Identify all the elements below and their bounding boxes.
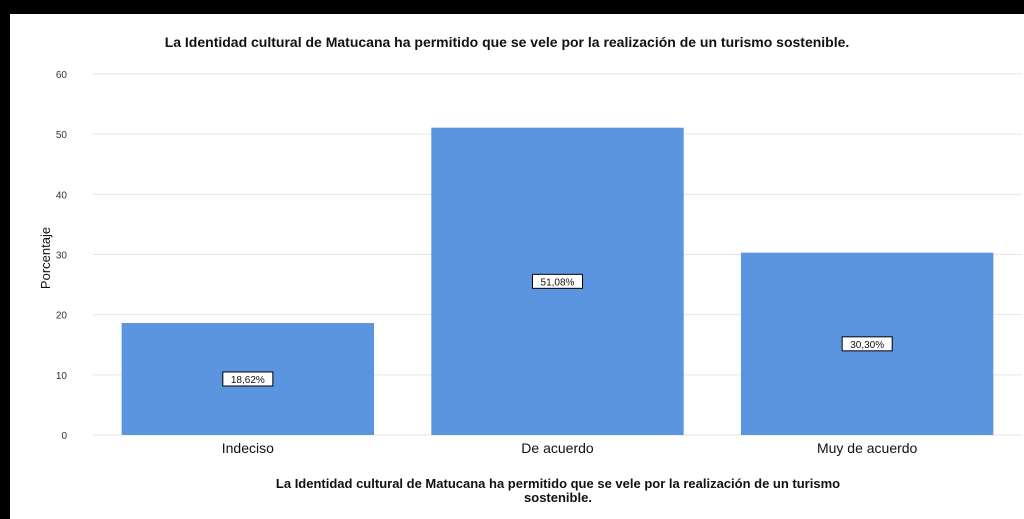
x-category-label-1: De acuerdo [521,440,594,456]
data-label-1: 51,08% [541,277,575,288]
data-label-box-0 [222,371,274,387]
bar-chart: La Identidad cultural de Matucana ha per… [38,34,1022,505]
data-label-box-2 [841,336,893,352]
x-axis-label-line-2: sostenible. [524,490,592,505]
y-tick-label-6: 60 [56,70,68,81]
y-tick-label-1: 10 [56,371,68,382]
y-axis-ticks: 0 10 20 30 40 50 60 [56,70,68,442]
y-tick-label-4: 40 [56,190,68,201]
data-label-2: 30,30% [850,340,884,351]
y-axis-label: Porcentaje [38,227,53,289]
x-axis-label-line-1: La Identidad cultural de Matucana ha per… [276,476,840,491]
y-tick-label-2: 20 [56,311,68,322]
x-axis-categories: Indeciso De acuerdo Muy de acuerdo [222,440,918,456]
chart-frame: La Identidad cultural de Matucana ha per… [10,14,1024,519]
data-label-box-1 [532,273,583,289]
data-labels: 18,62% 51,08% 30,30% [222,273,893,387]
data-label-0: 18,62% [231,375,265,386]
x-category-label-2: Muy de acuerdo [817,440,918,456]
y-tick-label-0: 0 [61,431,67,442]
y-tick-label-3: 30 [56,251,68,262]
chart-title: La Identidad cultural de Matucana ha per… [165,34,850,50]
bars [121,127,994,435]
y-tick-label-5: 50 [56,130,68,141]
x-category-label-0: Indeciso [222,440,274,456]
